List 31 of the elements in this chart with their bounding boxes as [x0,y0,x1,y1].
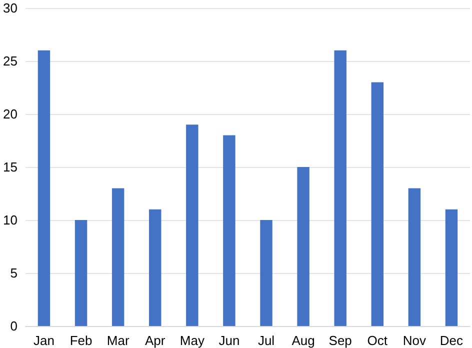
x-tick-label: Mar [106,333,130,348]
bar [112,188,124,326]
bar [149,209,162,326]
bar [186,124,198,326]
x-tick-label: May [180,333,205,348]
bar [371,82,384,326]
x-tick-label: Jan [34,333,54,348]
y-tick-label: 25 [2,54,18,68]
x-tick-label: Aug [292,333,315,348]
bar [260,220,272,326]
bar [334,50,346,326]
x-tick-label: Dec [440,333,464,348]
x-tick-label: Nov [402,333,426,348]
x-tick-label: Feb [70,333,92,348]
bar [297,167,310,326]
x-tick-label: Apr [145,333,166,348]
bar [223,135,236,326]
bar [408,188,421,326]
y-tick-label: 0 [10,318,18,334]
bar [38,50,50,326]
x-tick-label: Oct [367,333,388,348]
y-tick-label: 20 [2,106,18,122]
bar [445,209,458,326]
y-tick-label: 15 [2,160,18,174]
x-tick-label: Jul [258,333,275,348]
y-tick-label: 5 [10,266,18,280]
y-tick-label: 10 [2,212,18,228]
x-tick-label: Jun [218,333,240,348]
x-tick-label: Sep [328,333,352,348]
bar [74,220,88,326]
y-tick-label: 30 [2,0,18,16]
